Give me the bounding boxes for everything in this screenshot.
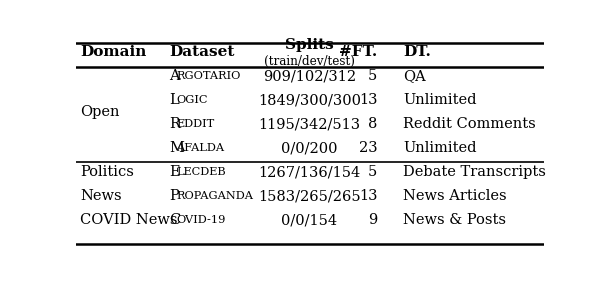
Text: 5: 5 bbox=[368, 165, 378, 179]
Text: News: News bbox=[80, 189, 122, 203]
Text: 8: 8 bbox=[368, 117, 378, 131]
Text: ROPAGANDA: ROPAGANDA bbox=[176, 191, 253, 201]
Text: AFALDA: AFALDA bbox=[176, 143, 224, 153]
Text: News & Posts: News & Posts bbox=[403, 213, 506, 227]
Text: 1267/136/154: 1267/136/154 bbox=[259, 165, 361, 179]
Text: 0/0/200: 0/0/200 bbox=[281, 141, 338, 155]
Text: Debate Transcripts: Debate Transcripts bbox=[403, 165, 546, 179]
Text: M: M bbox=[169, 141, 184, 155]
Text: Splits: Splits bbox=[285, 38, 334, 52]
Text: Open: Open bbox=[80, 105, 120, 119]
Text: C: C bbox=[169, 213, 181, 227]
Text: OGIC: OGIC bbox=[176, 95, 208, 105]
Text: DT.: DT. bbox=[403, 45, 431, 59]
Text: A: A bbox=[169, 69, 180, 83]
Text: 1195/342/513: 1195/342/513 bbox=[259, 117, 361, 131]
Text: EDDIT: EDDIT bbox=[176, 119, 214, 129]
Text: 1583/265/265: 1583/265/265 bbox=[259, 189, 361, 203]
Text: P: P bbox=[169, 189, 179, 203]
Text: Unlimited: Unlimited bbox=[403, 93, 477, 107]
Text: RGOTARIO: RGOTARIO bbox=[176, 71, 240, 81]
Text: 23: 23 bbox=[359, 141, 378, 155]
Text: 1849/300/300: 1849/300/300 bbox=[258, 93, 361, 107]
Text: OVID-19: OVID-19 bbox=[176, 215, 225, 225]
Text: 909/102/312: 909/102/312 bbox=[263, 69, 356, 83]
Text: E: E bbox=[169, 165, 180, 179]
Text: LECDEB: LECDEB bbox=[176, 167, 226, 177]
Text: Politics: Politics bbox=[80, 165, 134, 179]
Text: News Articles: News Articles bbox=[403, 189, 507, 203]
Text: L: L bbox=[169, 93, 179, 107]
Text: 13: 13 bbox=[359, 189, 378, 203]
Text: 5: 5 bbox=[368, 69, 378, 83]
Text: QA: QA bbox=[403, 69, 426, 83]
Text: (train/dev/test): (train/dev/test) bbox=[264, 54, 355, 67]
Text: Unlimited: Unlimited bbox=[403, 141, 477, 155]
Text: R: R bbox=[169, 117, 180, 131]
Text: 0/0/154: 0/0/154 bbox=[281, 213, 338, 227]
Text: Domain: Domain bbox=[80, 45, 147, 59]
Text: 9: 9 bbox=[368, 213, 378, 227]
Text: COVID News: COVID News bbox=[80, 213, 178, 227]
Text: Dataset: Dataset bbox=[169, 45, 234, 59]
Text: #FT.: #FT. bbox=[339, 45, 378, 59]
Text: 13: 13 bbox=[359, 93, 378, 107]
Text: Reddit Comments: Reddit Comments bbox=[403, 117, 536, 131]
